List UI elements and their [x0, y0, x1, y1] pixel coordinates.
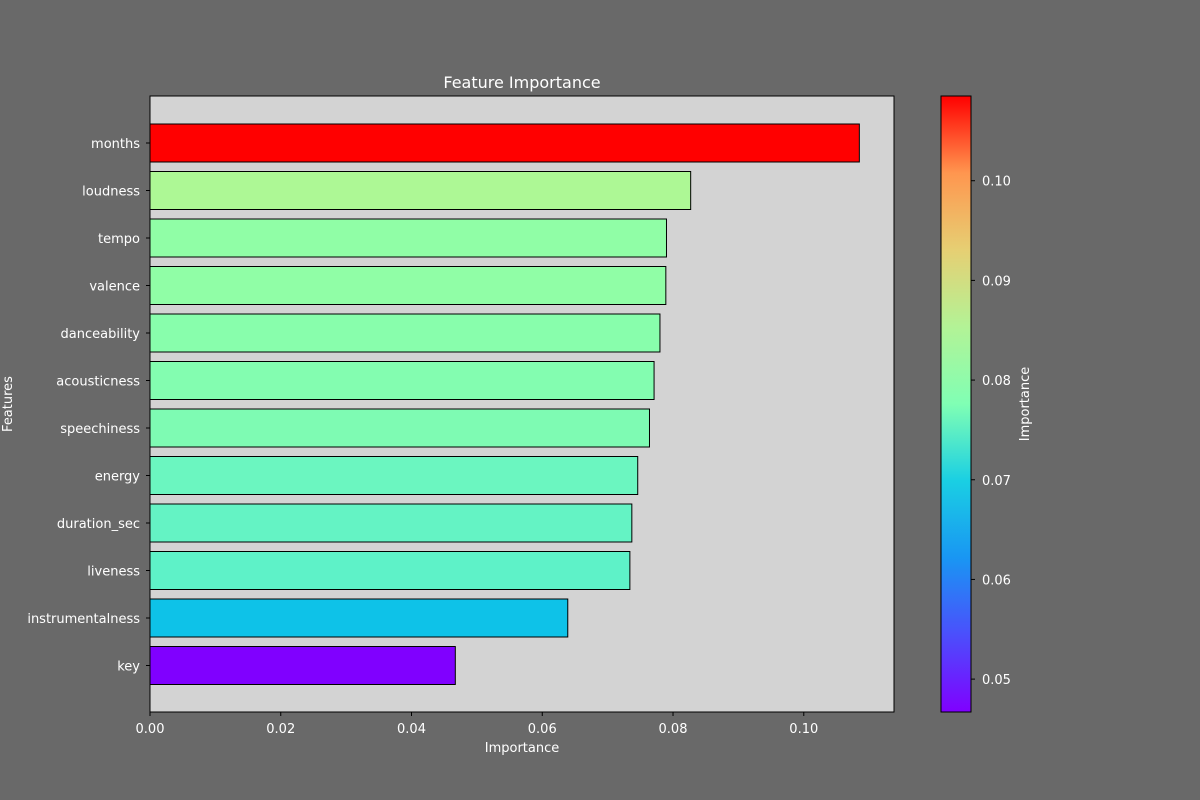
y-tick-label: key: [117, 660, 140, 675]
colorbar-tick-label: 0.09: [982, 274, 1011, 289]
colorbar-label: Importance: [1018, 367, 1033, 442]
y-tick-label: acousticness: [56, 375, 140, 390]
bar-tempo: [149, 218, 667, 258]
x-tick-label: 0.04: [397, 722, 426, 737]
x-tick-label: 0.10: [789, 722, 818, 737]
y-tick-label: valence: [89, 280, 140, 295]
colorbar-tick-label: 0.05: [982, 673, 1011, 688]
x-tick-label: 0.00: [136, 722, 165, 737]
bar-acousticness: [149, 361, 655, 400]
colorbar-tick-label: 0.10: [982, 175, 1011, 190]
y-tick-label: loudness: [82, 185, 140, 200]
y-tick-label: instrumentalness: [27, 612, 140, 627]
bar-energy: [149, 456, 639, 495]
y-tick-label: duration_sec: [57, 517, 140, 532]
y-tick-label: months: [91, 137, 140, 152]
chart-title: Feature Importance: [443, 73, 600, 92]
x-axis-label: Importance: [485, 741, 560, 756]
colorbar-ticks: 0.05 0.06 0.07 0.08 0.09 0.10: [971, 175, 1011, 688]
bars-layer: [149, 123, 860, 685]
colorbar-tick-label: 0.06: [982, 573, 1011, 588]
bar-instrumentalness: [149, 598, 569, 638]
colorbar-tick-label: 0.08: [982, 374, 1011, 389]
x-axis-ticks: 0.00 0.02 0.04 0.06 0.08 0.10: [136, 712, 818, 737]
bar-valence: [149, 266, 667, 305]
y-tick-label: danceability: [61, 327, 141, 342]
x-tick-label: 0.02: [266, 722, 295, 737]
bar-duration_sec: [149, 503, 633, 543]
bar-months: [149, 123, 860, 163]
y-axis-label: Features: [1, 376, 16, 432]
bar-key: [149, 646, 456, 685]
bar-loudness: [149, 171, 692, 210]
y-tick-label: tempo: [98, 232, 140, 247]
x-tick-label: 0.08: [659, 722, 688, 737]
bar-speechiness: [149, 408, 650, 448]
colorbar-tick-label: 0.07: [982, 474, 1011, 489]
x-tick-label: 0.06: [528, 722, 557, 737]
colorbar: [940, 95, 972, 713]
y-tick-label: liveness: [87, 565, 140, 580]
y-axis-ticks: months loudness tempo valence danceability ac…: [27, 137, 150, 675]
bar-liveness: [149, 551, 631, 590]
y-tick-label: energy: [95, 470, 141, 485]
bar-danceability: [149, 313, 661, 353]
y-tick-label: speechiness: [60, 422, 140, 437]
